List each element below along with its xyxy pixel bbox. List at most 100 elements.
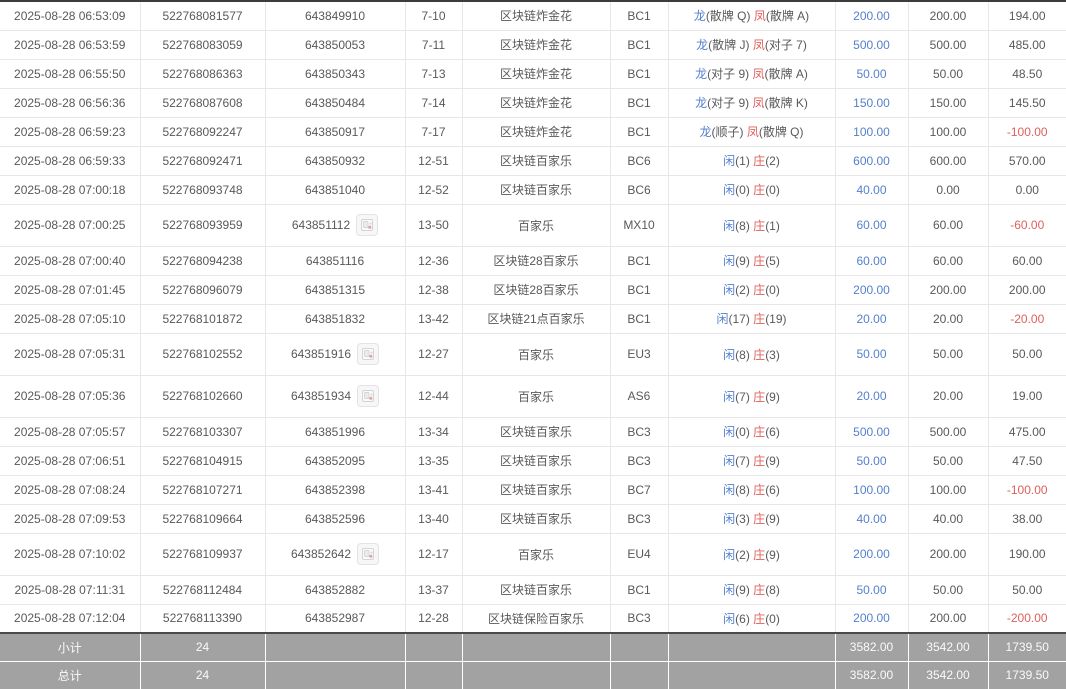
bet-id-cell: 522768101872: [139, 303, 266, 334]
bet-time-cell: 2025-08-28 07:05:36: [0, 374, 141, 418]
valid-amount-cell: 50.00: [907, 58, 989, 89]
result-side-label: 闲: [723, 512, 736, 526]
round-id-cell: 643852095: [264, 445, 406, 476]
bet-time-cell: 2025-08-28 06:56:36: [0, 87, 141, 118]
bet-time-cell: 2025-08-28 07:12:04: [0, 603, 141, 634]
bet-amount-link[interactable]: 20.00: [834, 374, 909, 418]
valid-amount-cell: 600.00: [907, 145, 989, 176]
result-side-label: 闲: [716, 312, 729, 326]
bet-amount-link[interactable]: 50.00: [834, 332, 909, 376]
bet-amount-link[interactable]: 150.00: [834, 87, 909, 118]
bet-amount-link[interactable]: 500.00: [834, 416, 909, 447]
result-cell: 闲(8) 庄(6): [667, 474, 836, 505]
platform-cell: BC3: [609, 603, 669, 634]
bet-amount-link[interactable]: 100.00: [834, 116, 909, 147]
table-row: 2025-08-28 06:59:33 522768092471 6438509…: [0, 145, 1066, 176]
bet-amount-link[interactable]: 50.00: [834, 574, 909, 605]
game-name-cell: 区块链炸金花: [461, 29, 611, 60]
bet-amount-link[interactable]: 200.00: [834, 603, 909, 634]
bet-amount-link[interactable]: 200.00: [834, 0, 909, 31]
game-name-cell: 区块链百家乐: [461, 574, 611, 605]
total-row: 总计 24 3582.00 3542.00 1739.50: [0, 660, 1066, 689]
result-side-label: 庄: [753, 583, 766, 597]
result-detail: (6): [765, 425, 780, 439]
bet-amount-link[interactable]: 500.00: [834, 29, 909, 60]
bet-id-cell: 522768093748: [139, 174, 266, 205]
result-side-label: 庄: [753, 611, 766, 626]
result-side-label: 凤: [752, 67, 765, 81]
profit-cell: 475.00: [987, 416, 1066, 447]
round-id-cell: 643851916: [264, 332, 406, 376]
game-name-cell: 区块链百家乐: [461, 416, 611, 447]
bet-amount-link[interactable]: 50.00: [834, 58, 909, 89]
game-name-cell: 百家乐: [461, 203, 611, 247]
result-detail: (8): [735, 347, 750, 362]
table-row: 2025-08-28 07:11:31 522768112484 6438528…: [0, 574, 1066, 605]
platform-cell: BC1: [609, 303, 669, 334]
table-row: 2025-08-28 07:06:51 522768104915 6438520…: [0, 445, 1066, 476]
bet-amount-link[interactable]: 50.00: [834, 445, 909, 476]
bet-amount-link[interactable]: 40.00: [834, 503, 909, 534]
result-cell: 闲(9) 庄(8): [667, 574, 836, 605]
round-id-cell: 643851315: [264, 274, 406, 305]
round-number: 643852882: [304, 582, 366, 597]
table-row: 2025-08-28 07:05:31 522768102552 6438519…: [0, 332, 1066, 376]
valid-amount-cell: 200.00: [907, 532, 989, 576]
bet-id-cell: 522768081577: [139, 0, 266, 31]
bet-time-cell: 2025-08-28 07:05:31: [0, 332, 141, 376]
valid-amount-cell: 60.00: [907, 203, 989, 247]
profit-cell: -20.00: [987, 303, 1066, 334]
round-id-cell: 643852596: [264, 503, 406, 534]
media-preview-icon[interactable]: [357, 385, 380, 407]
result-detail: (3): [765, 347, 780, 362]
round-id-cell: 643851116: [264, 245, 406, 276]
valid-amount-cell: 200.00: [907, 603, 989, 634]
bet-amount-link[interactable]: 600.00: [834, 145, 909, 176]
game-name-cell: 区块链炸金花: [461, 58, 611, 89]
bet-time-cell: 2025-08-28 07:01:45: [0, 274, 141, 305]
round-id-cell: 643852398: [264, 474, 406, 505]
result-cell: 闲(2) 庄(0): [667, 274, 836, 305]
table-number-cell: 12-27: [404, 332, 463, 376]
media-preview-icon[interactable]: [356, 214, 379, 236]
result-cell: 龙(顺子) 凤(散牌 Q): [667, 116, 836, 147]
result-detail: (9): [765, 389, 780, 404]
result-detail: (6): [735, 611, 750, 626]
round-number: 643849910: [304, 8, 366, 23]
bet-amount-link[interactable]: 20.00: [834, 303, 909, 334]
result-detail: (9): [735, 254, 750, 268]
bet-amount-link[interactable]: 200.00: [834, 532, 909, 576]
empty-cell: [609, 632, 669, 662]
bet-id-cell: 522768086363: [139, 58, 266, 89]
media-preview-icon[interactable]: [357, 343, 380, 365]
bet-amount-link[interactable]: 60.00: [834, 203, 909, 247]
bet-amount-link[interactable]: 60.00: [834, 245, 909, 276]
result-cell: 闲(0) 庄(6): [667, 416, 836, 447]
empty-cell: [609, 660, 669, 689]
result-side-label: 龙: [695, 67, 708, 81]
bet-amount-link[interactable]: 200.00: [834, 274, 909, 305]
result-side-label: 龙: [696, 38, 709, 52]
table-row: 2025-08-28 06:53:59 522768083059 6438500…: [0, 29, 1066, 60]
result-cell: 闲(8) 庄(3): [667, 332, 836, 376]
result-detail: (9): [765, 512, 780, 526]
platform-cell: BC1: [609, 274, 669, 305]
bet-amount-link[interactable]: 40.00: [834, 174, 909, 205]
profit-cell: -200.00: [987, 603, 1066, 634]
round-number: 643850343: [304, 66, 366, 81]
platform-cell: BC1: [609, 29, 669, 60]
result-detail: (0): [765, 283, 780, 297]
bet-id-cell: 522768104915: [139, 445, 266, 476]
table-number-cell: 12-36: [404, 245, 463, 276]
table-number-cell: 7-11: [404, 29, 463, 60]
valid-amount-cell: 500.00: [907, 29, 989, 60]
media-preview-icon[interactable]: [357, 543, 380, 565]
result-detail: (散牌 Q): [705, 9, 751, 24]
game-name-cell: 区块链炸金花: [461, 0, 611, 31]
valid-amount-cell: 200.00: [907, 0, 989, 31]
round-id-cell: 643852642: [264, 532, 406, 576]
round-id-cell: 643850917: [264, 116, 406, 147]
bet-time-cell: 2025-08-28 06:59:23: [0, 116, 141, 147]
bet-amount-link[interactable]: 100.00: [834, 474, 909, 505]
result-side-label: 龙: [695, 96, 708, 110]
